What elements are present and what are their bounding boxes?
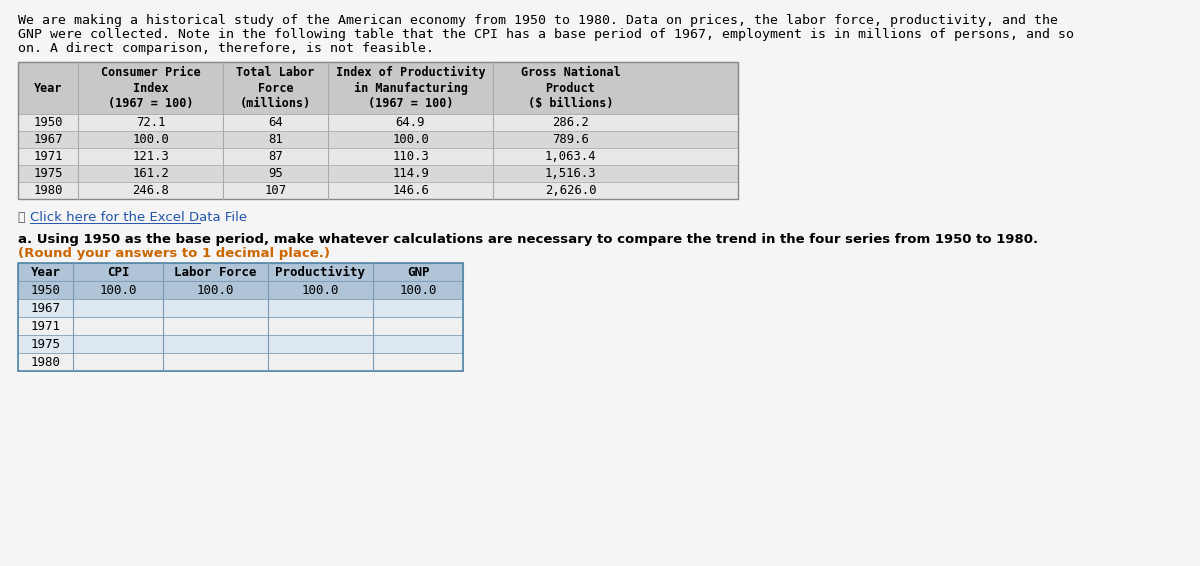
Bar [18,281,463,299]
Text: 95: 95 [268,167,283,180]
Text: 1980: 1980 [30,355,60,368]
Bar [18,131,738,148]
Text: 1950: 1950 [30,284,60,297]
Text: Year: Year [30,265,60,278]
Bar [18,182,738,199]
Text: 64: 64 [268,116,283,129]
Text: Index of Productivity
in Manufacturing
(1967 = 100): Index of Productivity in Manufacturing (… [336,66,485,110]
Text: 1975: 1975 [30,337,60,350]
Text: 100.0: 100.0 [100,284,137,297]
Bar [18,62,738,114]
Text: 100.0: 100.0 [197,284,234,297]
Text: Total Labor
Force
(millions): Total Labor Force (millions) [236,66,314,109]
Text: GNP: GNP [407,265,430,278]
Text: GNP were collected. Note in the following table that the CPI has a base period o: GNP were collected. Note in the followin… [18,28,1074,41]
Text: 72.1: 72.1 [136,116,166,129]
Bar [18,114,738,131]
Text: 81: 81 [268,133,283,146]
Text: 110.3: 110.3 [392,150,428,163]
Text: Consumer Price
Index
(1967 = 100): Consumer Price Index (1967 = 100) [101,66,200,109]
Bar [18,299,463,317]
Text: 🖹: 🖹 [18,211,30,224]
Bar [18,165,738,182]
Text: 121.3: 121.3 [132,150,169,163]
Text: 146.6: 146.6 [392,184,428,197]
Bar [18,335,463,353]
Text: 1967: 1967 [34,133,62,146]
Text: 1950: 1950 [34,116,62,129]
Bar [18,148,738,165]
Text: 1,516.3: 1,516.3 [545,167,596,180]
Text: Year: Year [34,82,62,95]
Text: 1975: 1975 [34,167,62,180]
Text: a. Using 1950 as the base period, make whatever calculations are necessary to co: a. Using 1950 as the base period, make w… [18,233,1038,246]
Text: 100.0: 100.0 [132,133,169,146]
Text: 161.2: 161.2 [132,167,169,180]
Text: 100.0: 100.0 [400,284,437,297]
Text: on. A direct comparison, therefore, is not feasible.: on. A direct comparison, therefore, is n… [18,42,434,55]
Text: 1971: 1971 [34,150,62,163]
Text: Productivity: Productivity [276,265,366,278]
Bar [18,62,738,199]
Text: 107: 107 [264,184,287,197]
Bar [18,263,463,281]
Text: 100.0: 100.0 [392,133,428,146]
Text: 789.6: 789.6 [552,133,589,146]
Text: Labor Force: Labor Force [174,265,257,278]
Text: 2,626.0: 2,626.0 [545,184,596,197]
Text: 114.9: 114.9 [392,167,428,180]
Text: 286.2: 286.2 [552,116,589,129]
Text: Click here for the Excel Data File: Click here for the Excel Data File [30,211,247,224]
Bar [18,263,463,371]
Text: 1,063.4: 1,063.4 [545,150,596,163]
Text: We are making a historical study of the American economy from 1950 to 1980. Data: We are making a historical study of the … [18,14,1058,27]
Bar [18,317,463,335]
Text: 64.9: 64.9 [396,116,425,129]
Text: 1971: 1971 [30,319,60,332]
Text: Gross National
Product
($ billions): Gross National Product ($ billions) [521,66,620,109]
Text: (Round your answers to 1 decimal place.): (Round your answers to 1 decimal place.) [18,247,330,260]
Text: 1967: 1967 [30,302,60,315]
Text: 1980: 1980 [34,184,62,197]
Text: 87: 87 [268,150,283,163]
Text: CPI: CPI [107,265,130,278]
Bar [18,353,463,371]
Text: 246.8: 246.8 [132,184,169,197]
Text: 100.0: 100.0 [301,284,340,297]
